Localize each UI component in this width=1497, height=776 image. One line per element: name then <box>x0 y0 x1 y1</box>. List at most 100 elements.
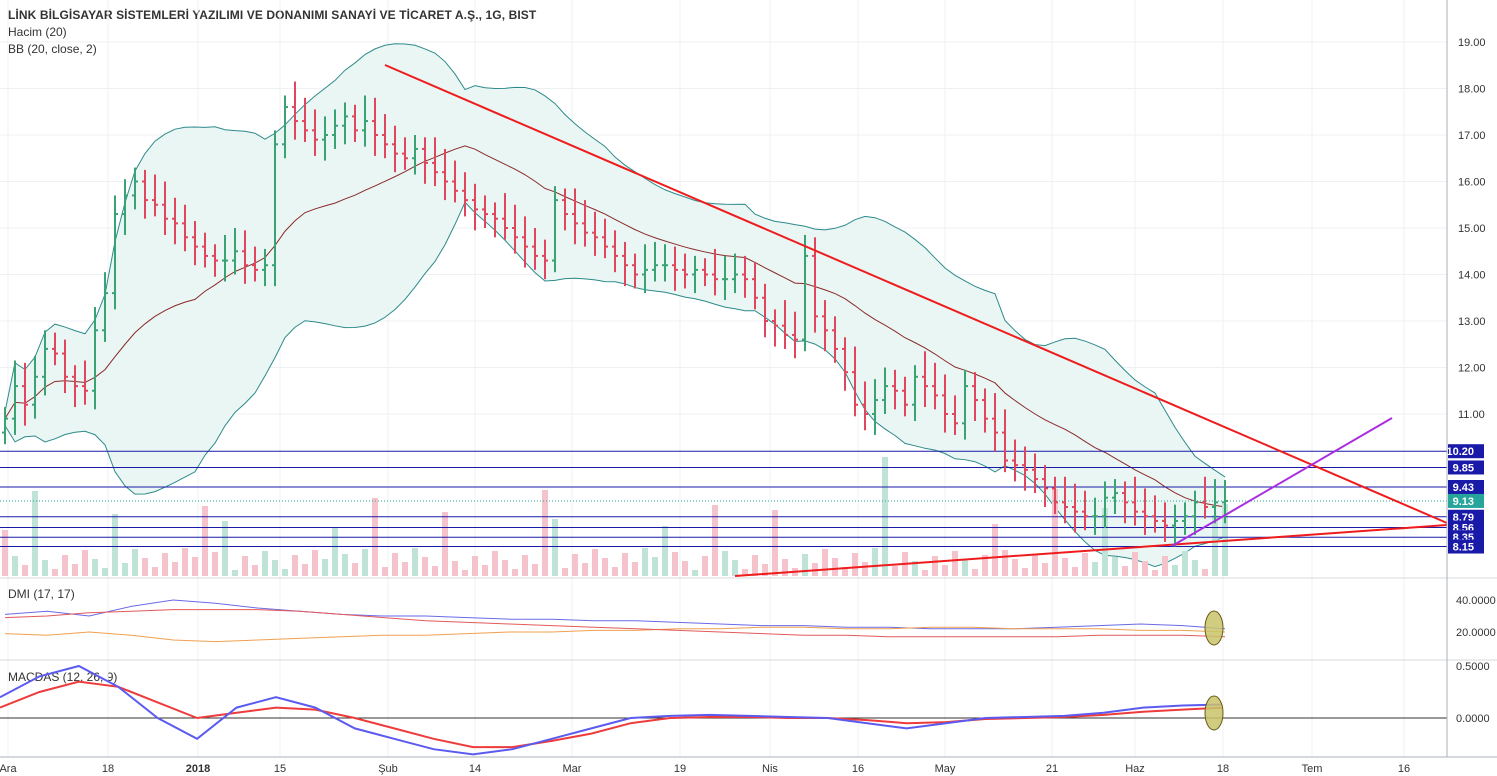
volume-bar <box>42 560 48 576</box>
uptrend-line <box>1171 417 1393 547</box>
candle <box>622 241 628 287</box>
volume-bar <box>892 566 898 576</box>
candle <box>242 230 248 284</box>
candle <box>1162 502 1168 542</box>
volume-bar <box>122 563 128 576</box>
volume-histogram <box>2 457 1228 576</box>
candle <box>472 183 478 231</box>
candle <box>172 197 178 245</box>
volume-bar <box>212 552 218 576</box>
volume-bar <box>832 558 838 576</box>
candle <box>402 137 408 170</box>
candle <box>92 307 98 410</box>
volume-bar <box>112 514 118 576</box>
price-badge <box>1448 539 1484 554</box>
time-label: 21 <box>1046 763 1058 775</box>
volume-bar <box>772 510 778 576</box>
price-badge-label: 9.43 <box>1453 482 1474 494</box>
candle <box>1102 481 1108 528</box>
time-label: Şub <box>378 763 398 775</box>
candle <box>1072 483 1078 533</box>
volume-bar <box>732 560 738 576</box>
candle <box>1012 439 1018 482</box>
volume-bar <box>1042 563 1048 576</box>
candle <box>912 365 918 421</box>
candle <box>552 186 558 273</box>
candle <box>462 172 468 217</box>
candle <box>342 102 348 145</box>
volume-bar <box>222 521 228 576</box>
candle <box>652 241 658 282</box>
price-tick: 16.00 <box>1458 177 1486 189</box>
volume-bar <box>872 548 878 576</box>
candle <box>482 195 488 228</box>
candle <box>982 388 988 433</box>
time-label: Mar <box>563 763 582 775</box>
volume-bar <box>182 548 188 576</box>
volume-bar <box>722 551 728 576</box>
volume-bar <box>972 569 978 576</box>
candle <box>1042 465 1048 507</box>
volume-bar <box>402 562 408 576</box>
candle <box>1202 476 1208 519</box>
volume-bar <box>932 556 938 576</box>
price-badge <box>1448 509 1484 524</box>
volume-bar <box>12 556 18 576</box>
price-tick: 13.00 <box>1458 316 1486 328</box>
macd-legend[interactable]: MACDAS (12, 26, 9) <box>8 670 118 684</box>
volume-legend[interactable]: Hacim (20) <box>8 25 67 39</box>
candle <box>632 253 638 289</box>
candle <box>732 253 738 294</box>
candle <box>312 109 318 156</box>
candle <box>972 372 978 421</box>
volume-bar <box>1192 560 1198 576</box>
volume-bar <box>552 519 558 576</box>
candle <box>1032 453 1038 494</box>
volume-bar <box>582 563 588 576</box>
volume-bar <box>152 567 158 576</box>
volume-bar <box>92 559 98 576</box>
volume-bar <box>502 560 508 576</box>
candle <box>772 309 778 347</box>
candle <box>382 114 388 159</box>
price-badge <box>1448 480 1484 495</box>
volume-bar <box>572 554 578 576</box>
candle <box>612 230 618 273</box>
macd-line <box>0 664 1223 756</box>
volume-bar <box>1212 515 1218 576</box>
volume-bar <box>332 528 338 576</box>
candle <box>2 407 8 445</box>
candle <box>1142 488 1148 535</box>
volume-bar <box>1002 550 1008 576</box>
candle <box>52 332 58 366</box>
time-label: 2018 <box>186 763 210 775</box>
volume-bar <box>1122 566 1128 576</box>
trendlines <box>384 64 1448 577</box>
candle <box>1132 476 1138 526</box>
volume-bar <box>262 551 268 576</box>
candle <box>392 125 398 173</box>
candle <box>592 211 598 256</box>
volume-bar <box>922 570 928 576</box>
candle <box>992 393 998 452</box>
candle <box>692 255 698 294</box>
volume-bar <box>1182 551 1188 576</box>
volume-bar <box>992 524 998 576</box>
volume-bar <box>1072 567 1078 576</box>
bb-legend[interactable]: BB (20, close, 2) <box>8 42 97 56</box>
indicator-panes <box>0 577 1497 756</box>
volume-bar <box>422 557 428 576</box>
volume-bar <box>1162 556 1168 576</box>
time-label: 15 <box>274 763 286 775</box>
volume-bar <box>952 551 958 576</box>
candle <box>952 395 958 435</box>
dmi-legend[interactable]: DMI (17, 17) <box>8 587 75 601</box>
volume-bar <box>492 551 498 576</box>
dmi-highlight <box>1204 610 1224 646</box>
price-tick: 11.00 <box>1458 409 1485 421</box>
band-basis <box>4 145 1226 508</box>
volume-bar <box>912 561 918 576</box>
time-label: Ara <box>0 763 17 775</box>
volume-bar <box>1022 568 1028 576</box>
